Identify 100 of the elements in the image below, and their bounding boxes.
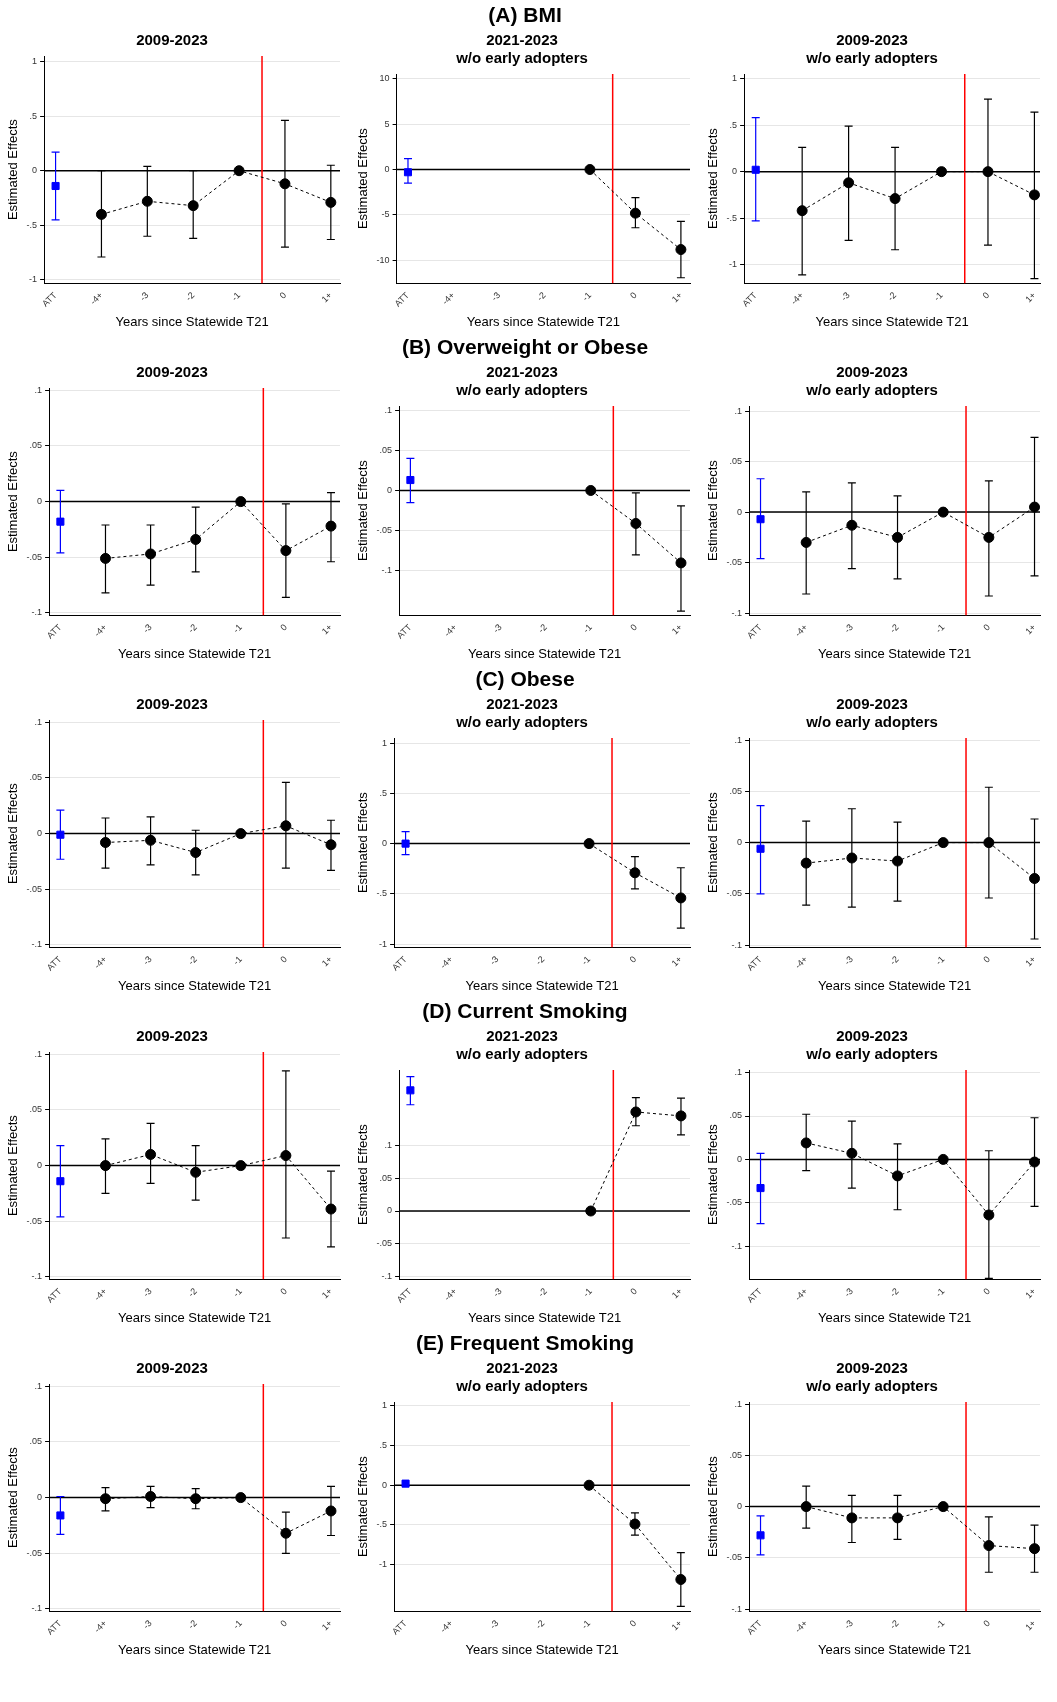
y-axis-title: Estimated Effects (705, 1455, 721, 1558)
x-tick-label: 1+ (669, 290, 685, 305)
x-tick-label: 1+ (669, 1618, 684, 1633)
y-tick-label: 1 (32, 55, 38, 66)
y-tick-label: .05 (729, 456, 743, 467)
chart-subtitle: 2009-2023 w/o early adopters (805, 31, 938, 67)
point (796, 205, 808, 217)
y-tick-label: -.1 (31, 939, 43, 950)
y-tick-label: -.05 (726, 557, 743, 568)
point (233, 165, 245, 177)
x-axis-title: Years since Statewide T21 (467, 645, 622, 661)
x-tick-label: -2 (533, 1618, 547, 1631)
y-tick-label: .1 (34, 1380, 43, 1391)
y-tick-label: 0 (737, 1153, 743, 1164)
x-tick-label: -1 (231, 1618, 244, 1631)
x-axis-title: Years since Statewide T21 (117, 977, 272, 993)
y-tick-label: .05 (29, 1104, 43, 1115)
x-tick-label: -1 (231, 622, 244, 635)
chart-subtitle: 2009-2023 w/o early adopters (805, 1027, 938, 1063)
point (190, 1166, 202, 1178)
x-tick-label: -1 (579, 954, 593, 967)
x-tick-label: -4+ (792, 1286, 810, 1303)
y-tick-label: -.1 (731, 939, 743, 950)
y-tick-label: 0 (37, 828, 43, 839)
x-tick-label: -2 (186, 1286, 199, 1299)
x-tick-label: 0 (277, 290, 289, 301)
y-tick-label: -.05 (26, 551, 43, 562)
point (145, 1148, 157, 1160)
x-tick-label: -3 (141, 954, 154, 967)
point (800, 1137, 812, 1149)
point (406, 1086, 415, 1095)
y-tick-label: 0 (387, 1205, 393, 1216)
y-tick-label: -.1 (31, 1271, 43, 1282)
point (584, 164, 596, 176)
x-tick-label: -4+ (92, 1286, 109, 1303)
chart-subtitle: 2009-2023 w/o early adopters (805, 695, 938, 731)
x-tick-label: 1+ (669, 954, 684, 969)
chart-subtitle: 2009-2023 (136, 1359, 208, 1377)
y-tick-label: 0 (37, 1160, 43, 1171)
x-tick-label: -3 (842, 622, 856, 635)
chart-subtitle: 2009-2023 (136, 695, 208, 713)
y-tick-label: 0 (382, 838, 388, 849)
point (235, 496, 247, 508)
y-tick-label: -.5 (376, 1519, 388, 1530)
x-tick-label: -3 (489, 290, 503, 303)
x-tick-label: ATT (745, 953, 765, 973)
x-tick-label: -2 (186, 622, 199, 635)
x-axis-title: Years since Statewide T21 (817, 977, 972, 993)
y-tick-label: 0 (384, 164, 390, 174)
x-tick-label: -2 (536, 622, 549, 635)
point (1029, 501, 1040, 513)
x-tick-label: -2 (887, 622, 901, 635)
x-tick-label: 1+ (1023, 290, 1038, 305)
x-tick-label: ATT (390, 953, 410, 973)
point (145, 548, 157, 560)
point (51, 181, 60, 191)
y-axis-title: Estimated Effects (355, 459, 371, 562)
y-tick-label: .05 (29, 772, 43, 783)
x-tick-label: 0 (627, 1618, 639, 1629)
y-tick-label: 0 (732, 166, 738, 177)
point (56, 830, 65, 839)
x-tick-label: 0 (278, 622, 290, 633)
x-tick-label: -1 (931, 290, 945, 303)
point (1029, 873, 1040, 884)
x-tick-label: 0 (278, 1286, 290, 1297)
x-tick-label: ATT (745, 1617, 765, 1637)
y-tick-label: -.05 (726, 888, 743, 899)
chart-subtitle: 2009-2023 (136, 1027, 208, 1045)
y-tick-label: -.05 (726, 1197, 743, 1208)
point (1029, 1543, 1040, 1555)
x-tick-label: -4+ (92, 1618, 109, 1635)
x-tick-label: -3 (842, 1286, 856, 1299)
x-tick-label: -3 (491, 622, 504, 635)
y-tick-label: 5 (384, 118, 390, 129)
x-tick-label: -1 (231, 1286, 244, 1299)
x-tick-label: ATT (390, 1617, 410, 1637)
y-tick-label: .5 (379, 787, 388, 798)
y-tick-label: .1 (34, 716, 43, 727)
x-tick-label: -4+ (792, 622, 810, 639)
y-tick-label: -.1 (731, 1603, 743, 1614)
y-tick-label: 10 (379, 73, 390, 84)
x-tick-label: ATT (44, 621, 64, 641)
chart-title: (D) Current Smoking (421, 998, 629, 1024)
x-tick-label: 0 (278, 954, 290, 965)
point (936, 166, 948, 178)
x-tick-label: -4+ (438, 1618, 455, 1635)
x-tick-label: -4+ (438, 954, 455, 971)
x-axis-title: Years since Statewide T21 (817, 1641, 972, 1657)
y-tick-label: -.05 (26, 1215, 43, 1226)
y-tick-label: .1 (734, 405, 743, 416)
y-tick-label: -.1 (731, 1240, 743, 1251)
y-tick-label: -.1 (31, 607, 43, 618)
chart-subtitle: 2009-2023 (136, 31, 208, 49)
x-tick-label: -3 (137, 290, 151, 303)
y-axis-title: Estimated Effects (355, 791, 371, 894)
point (629, 207, 641, 219)
y-tick-label: -.5 (726, 212, 738, 223)
x-tick-label: -1 (933, 954, 947, 967)
y-axis-title: Estimated Effects (5, 1114, 21, 1217)
point (95, 208, 107, 220)
